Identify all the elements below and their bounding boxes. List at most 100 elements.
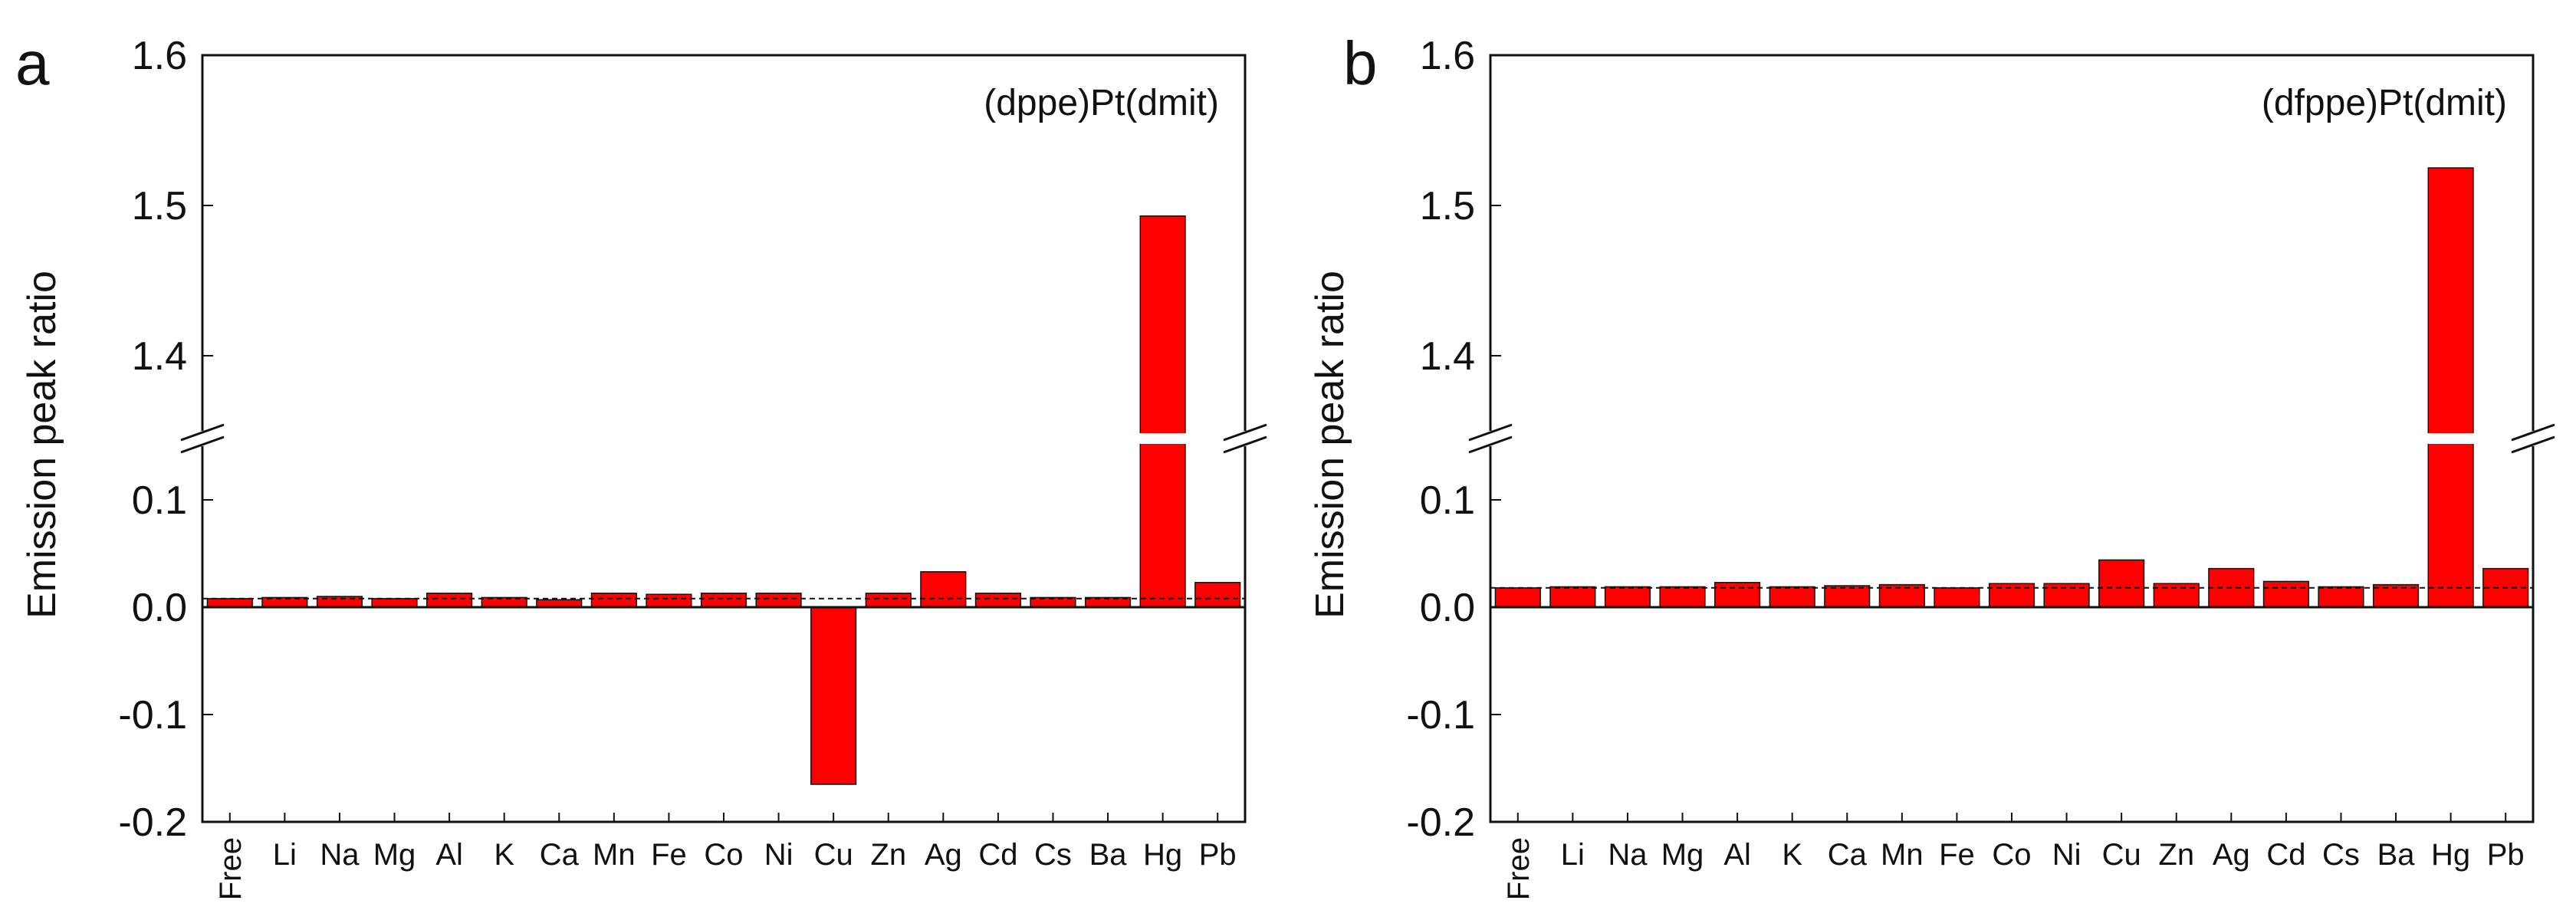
bar-k (1769, 586, 1815, 608)
x-tick-label: Mg (373, 838, 416, 872)
x-tick-label: Na (1608, 838, 1648, 872)
y-tick-label: -0.1 (1406, 693, 1475, 738)
bar-cs (2318, 586, 2364, 608)
x-tick-label: Mn (593, 838, 636, 872)
x-tick-label: Free (214, 837, 248, 900)
bar-hg (1139, 215, 1186, 608)
axis-break-mark (1468, 435, 1513, 454)
chart-panel-a: a Emission peak ratio (dppe)Pt(dmit) 1.6… (15, 29, 1267, 900)
x-tick-label: Li (273, 838, 297, 872)
x-tick-label: Ba (1089, 838, 1128, 872)
bar-pb (2482, 567, 2529, 608)
bar-free (206, 598, 253, 608)
x-tick-label: Cs (1034, 838, 1072, 872)
bar-hg (2427, 167, 2474, 608)
x-tick-label: Fe (651, 838, 687, 872)
x-tick-label: Hg (1143, 838, 1182, 872)
bar-cu (2098, 559, 2145, 608)
bar-al (1714, 582, 1761, 608)
bar-mg (1659, 586, 1706, 608)
x-tick-label: Al (1723, 838, 1751, 872)
x-tick-label: Li (1561, 838, 1585, 872)
x-tick-labels-b: Free Li Na Mg Al K Ca Mn Fe Co Ni Cu Zn Ag Cd Cs Ba Hg Pb (1502, 813, 2525, 900)
x-tick-label: Pb (1199, 838, 1237, 872)
bar-co (700, 593, 748, 608)
x-tick-label: Ni (2052, 838, 2082, 872)
x-tick-label: Cd (2266, 838, 2305, 872)
axis-break-mark (1468, 423, 1513, 442)
bars-a (206, 215, 1241, 785)
x-tick-label: K (1782, 838, 1802, 872)
bar-mg (371, 598, 418, 608)
x-tick-label: Ag (2213, 838, 2250, 872)
y-tick-label: 0.0 (1420, 586, 1475, 630)
x-tick-label: Cs (2322, 838, 2360, 872)
chart-title-b: (dfppe)Pt(dmit) (2262, 83, 2507, 123)
axis-break-mark (1223, 423, 1267, 442)
y-tick-label: 1.5 (1420, 184, 1475, 228)
x-tick-label: Ni (764, 838, 794, 872)
y-tick-label: 1.4 (1420, 334, 1475, 379)
y-tick-label: 0.0 (132, 586, 187, 630)
panel-letter-a: a (15, 29, 50, 97)
axis-break-gap (1240, 431, 1250, 446)
x-tick-label: Co (1992, 838, 2031, 872)
x-tick-label: Mn (1881, 838, 1924, 872)
panel-letter-b: b (1343, 29, 1378, 97)
axis-break-gap (1486, 431, 1495, 446)
x-tick-label: Ag (925, 838, 962, 872)
bar-fe (646, 593, 692, 608)
x-tick-label: Al (435, 838, 463, 872)
y-tick-label: 1.6 (1420, 34, 1475, 78)
axis-break-mark (180, 423, 225, 442)
bar-zn (865, 593, 912, 608)
x-tick-label: Na (320, 838, 360, 872)
y-axis-title-a: Emission peak ratio (20, 271, 64, 619)
bar-li (1549, 586, 1596, 608)
axis-extras-b (1468, 423, 2555, 609)
bars-b (1494, 167, 2529, 608)
x-tick-label: Ca (1828, 838, 1868, 872)
y-tick-label: 0.1 (132, 478, 187, 523)
x-tick-label: Ca (540, 838, 580, 872)
x-tick-label: K (494, 838, 514, 872)
x-tick-label: Co (704, 838, 743, 872)
y-tick-label: -0.1 (118, 693, 187, 738)
axis-extras-a (180, 423, 1267, 609)
y-tick-label: 1.5 (132, 184, 187, 228)
bar-pb (1194, 582, 1241, 608)
x-tick-label: Zn (870, 838, 906, 872)
axis-break-gap (198, 431, 207, 446)
y-tick-label: 1.4 (132, 334, 187, 379)
plot-frame-a (201, 54, 1247, 823)
bar-cu (810, 606, 857, 785)
axis-break-mark (2511, 435, 2555, 454)
axis-break-mark (180, 435, 225, 454)
x-tick-label: Zn (2158, 838, 2194, 872)
chart-title-a: (dppe)Pt(dmit) (984, 83, 1219, 123)
y-axis-title-b: Emission peak ratio (1308, 271, 1352, 619)
axis-break-mark (2511, 423, 2555, 442)
x-tick-label: Mg (1661, 838, 1704, 872)
y-tick-label: 1.6 (132, 34, 187, 78)
y-tick-label: 0.1 (1420, 478, 1475, 523)
bar-ca (1824, 585, 1871, 608)
bar-cd (2262, 580, 2309, 608)
axis-break-gap (2528, 431, 2538, 446)
x-tick-label: Cu (814, 838, 853, 872)
x-tick-label: Free (1502, 837, 1536, 900)
bar-break-gap (2426, 433, 2475, 444)
x-tick-label: Pb (2487, 838, 2525, 872)
bar-fe (1934, 587, 1980, 608)
axis-break-mark (1223, 435, 1267, 454)
chart-panel-b: b Emission peak ratio (dfppe)Pt(dmit) 1.… (1308, 29, 2555, 900)
bar-ag (920, 571, 967, 608)
bar-free (1494, 587, 1541, 608)
bar-na (1604, 586, 1651, 608)
bar-cd (974, 593, 1021, 608)
y-ticks-a: 1.6 1.5 1.4 0.1 0.0 -0.1 -0.2 (118, 34, 213, 845)
bar-al (426, 593, 473, 608)
x-tick-label: Cu (2102, 838, 2141, 872)
y-tick-label: -0.2 (118, 800, 187, 845)
plot-frame-b (1489, 54, 2535, 823)
